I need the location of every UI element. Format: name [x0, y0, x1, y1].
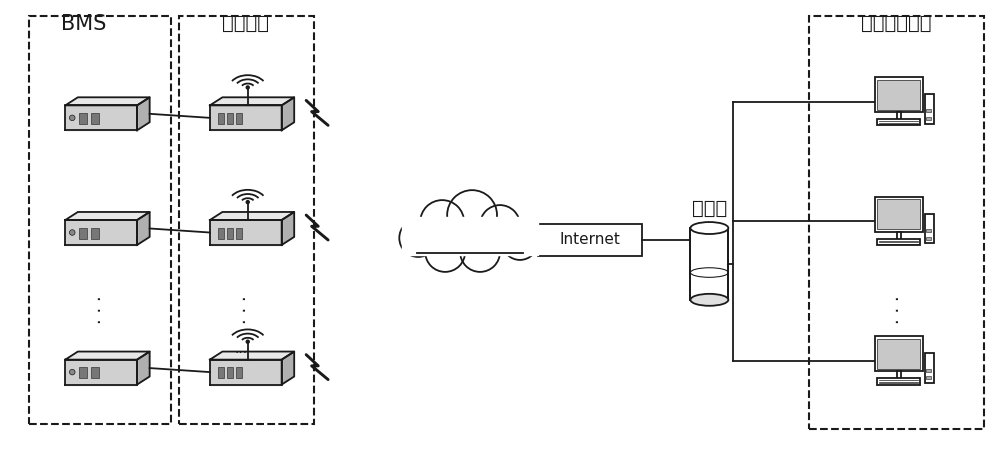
Ellipse shape	[690, 222, 728, 234]
Polygon shape	[65, 105, 137, 130]
Bar	[897, 112, 901, 122]
Bar	[538, 224, 642, 256]
Text: ···: ···	[234, 346, 247, 360]
Bar	[877, 339, 920, 369]
Text: 服务器: 服务器	[692, 199, 727, 218]
Polygon shape	[137, 212, 150, 245]
Circle shape	[480, 205, 520, 245]
Polygon shape	[65, 220, 137, 245]
Circle shape	[447, 190, 497, 240]
Bar	[29, 16, 171, 425]
Text: · · ·: · · ·	[92, 295, 110, 324]
Bar	[91, 367, 99, 378]
Bar	[79, 228, 87, 239]
Polygon shape	[65, 212, 150, 220]
Bar	[809, 16, 984, 429]
Bar	[227, 367, 233, 378]
Bar	[897, 371, 901, 381]
Polygon shape	[282, 97, 294, 130]
Circle shape	[420, 200, 464, 244]
Polygon shape	[210, 360, 282, 385]
Polygon shape	[65, 97, 150, 105]
Bar	[925, 353, 934, 383]
Bar	[236, 367, 242, 378]
Bar	[218, 113, 224, 124]
Text: 车载终端: 车载终端	[222, 14, 269, 33]
Circle shape	[425, 232, 465, 272]
Polygon shape	[282, 212, 294, 245]
Circle shape	[399, 219, 437, 257]
Bar	[926, 109, 931, 113]
Bar	[926, 229, 931, 232]
Circle shape	[502, 224, 538, 260]
Bar	[179, 16, 314, 425]
Polygon shape	[137, 97, 150, 130]
Bar	[877, 80, 920, 110]
Bar	[91, 113, 99, 124]
Bar	[877, 200, 920, 229]
Bar	[897, 232, 901, 241]
Bar	[227, 113, 233, 124]
Circle shape	[69, 370, 75, 375]
Circle shape	[460, 232, 500, 272]
Circle shape	[246, 340, 249, 343]
Bar	[218, 367, 224, 378]
Bar	[925, 94, 934, 124]
Bar	[926, 117, 931, 120]
Polygon shape	[210, 212, 294, 220]
Bar	[877, 378, 920, 385]
Text: · · ·: · · ·	[890, 295, 908, 324]
Text: BMS: BMS	[61, 14, 106, 34]
Circle shape	[246, 86, 249, 89]
Bar	[227, 228, 233, 239]
Polygon shape	[210, 105, 282, 130]
Text: 远程监控平台: 远程监控平台	[861, 14, 931, 33]
Bar	[925, 214, 934, 243]
Bar	[875, 77, 923, 112]
Polygon shape	[65, 360, 137, 385]
Bar	[877, 239, 920, 245]
Bar	[926, 237, 931, 240]
Bar	[236, 113, 242, 124]
Bar	[875, 336, 923, 371]
Bar	[402, 217, 538, 255]
Bar	[218, 228, 224, 239]
Bar	[926, 376, 931, 380]
Polygon shape	[210, 97, 294, 105]
Circle shape	[69, 230, 75, 235]
Text: · · ·: · · ·	[237, 295, 255, 324]
Bar	[236, 228, 242, 239]
Bar	[79, 113, 87, 124]
Text: 3G: 3G	[448, 228, 476, 247]
Polygon shape	[137, 352, 150, 385]
Polygon shape	[210, 352, 294, 360]
Bar	[926, 369, 931, 371]
Polygon shape	[210, 220, 282, 245]
Ellipse shape	[690, 294, 728, 306]
Circle shape	[69, 115, 75, 121]
Bar	[690, 228, 728, 300]
Polygon shape	[65, 352, 150, 360]
Circle shape	[246, 200, 249, 204]
Text: Internet: Internet	[559, 232, 620, 247]
Polygon shape	[282, 352, 294, 385]
Bar	[875, 197, 923, 232]
Bar	[91, 228, 99, 239]
Bar	[79, 367, 87, 378]
Bar	[877, 119, 920, 125]
